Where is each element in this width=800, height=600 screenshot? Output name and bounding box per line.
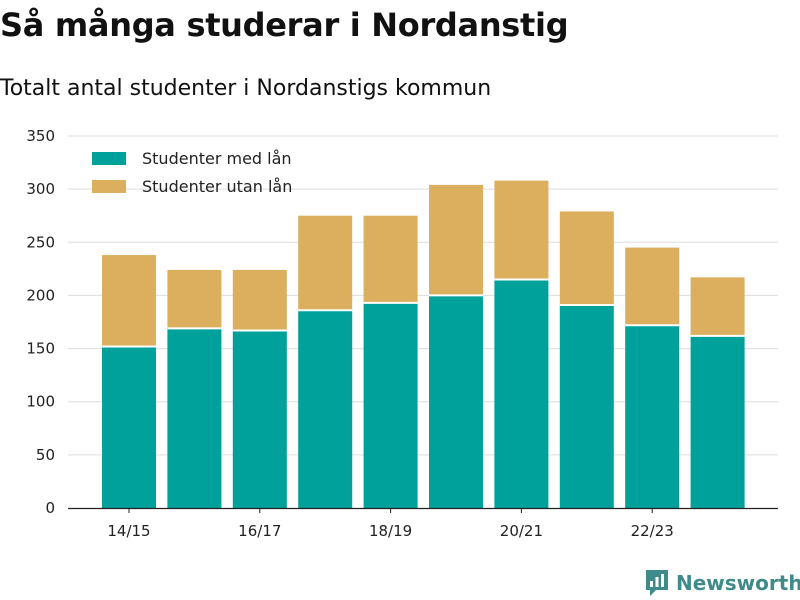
brand-logo: Newsworthy [644,568,800,598]
legend-swatch-with-loan [92,152,126,165]
bar-without-loan [690,277,745,336]
y-tick-label: 150 [26,340,55,358]
y-tick-label: 350 [26,127,55,145]
bar-without-loan [494,180,549,280]
bar-with-loan [690,335,745,508]
axes: 0 50 100 150 200 250 300 350 14/15 16/17 18/19 20/2… [26,127,778,540]
y-tick-label: 250 [26,233,55,251]
chart-subtitle: Totalt antal studenter i Nordanstigs kom… [0,76,492,101]
bar-without-loan [429,184,483,296]
bar-without-loan [559,211,614,305]
x-tick-label: 18/19 [369,522,412,540]
legend-swatch-without-loan [92,180,126,193]
bars [102,180,745,508]
brand-name: Newsworthy [676,571,800,595]
x-tick-label: 20/21 [500,522,543,540]
legend-label-without-loan: Studenter utan lån [142,177,292,196]
bar-with-loan [232,330,287,508]
bar-with-loan [429,295,483,508]
y-tick-label: 300 [26,180,55,198]
bar-with-loan [494,279,549,508]
x-tick-label: 22/23 [631,522,674,540]
bar-with-loan [167,328,222,508]
bar-with-loan [102,346,156,508]
newsworthy-logo-icon [646,570,668,596]
bar-without-loan [625,247,680,326]
chart-title: Så många studerar i Nordanstig [0,6,569,44]
x-tick-label: 14/15 [107,522,150,540]
x-tick-label: 16/17 [238,522,281,540]
bar-without-loan [167,269,222,329]
y-tick-label: 50 [36,446,55,464]
bar-with-loan [625,325,680,508]
bar-without-loan [102,255,156,347]
bar-without-loan [298,215,353,311]
y-tick-label: 200 [26,286,55,304]
legend: Studenter med lån Studenter utan lån [92,149,292,196]
bar-with-loan [559,304,614,508]
bar-without-loan [363,215,418,303]
bar-without-loan [232,269,287,331]
bar-with-loan [363,302,418,508]
y-tick-label: 0 [45,499,55,517]
bar-with-loan [298,310,353,508]
y-tick-label: 100 [26,393,55,411]
legend-label-with-loan: Studenter med lån [142,149,292,168]
